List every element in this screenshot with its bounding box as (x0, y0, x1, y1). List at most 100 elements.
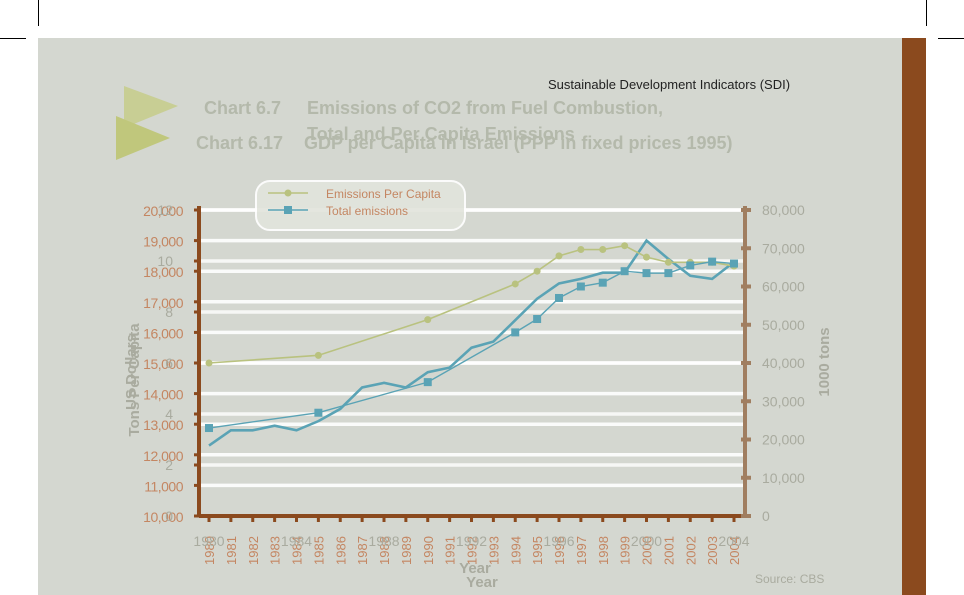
x-tick-label: 2000 (640, 536, 655, 565)
x-tick-label: 1996 (552, 536, 567, 565)
title-triangle-icon (116, 116, 170, 160)
x-tick-label: 1987 (355, 536, 370, 565)
y-tick-label: 16,000 (143, 325, 184, 341)
x-tick-label: 2004 (718, 533, 749, 549)
x-tick-label: 1998 (596, 536, 611, 565)
x-tick-label: 1983 (268, 536, 283, 565)
crop-mark (926, 0, 927, 26)
x-tick-label: 1993 (486, 536, 501, 565)
total-emissions-point (205, 424, 213, 433)
y-axis-title: Tons Per Capita (126, 323, 143, 437)
total-emissions-point (314, 408, 323, 417)
y-tick-label: 18,000 (143, 264, 184, 280)
y-tick-label-right: 50,000 (762, 317, 805, 333)
x-tick-label: 1995 (530, 536, 545, 565)
y-tick-label: 19,000 (143, 234, 184, 250)
x-tick-label: 1982 (246, 536, 261, 565)
emissions-per-capita-point (577, 246, 585, 254)
total-emissions-point (511, 328, 520, 337)
legend-swatch-point (284, 189, 292, 197)
back-chart-title-line1: Emissions of CO2 from Fuel Combustion, (307, 98, 664, 118)
front-chart-number: Chart 6.17 (196, 133, 284, 153)
x-tick-label: 1992 (465, 536, 480, 565)
y-tick-label: 20,000 (143, 203, 184, 219)
x-axis-title: Year (459, 560, 491, 577)
title-triangle-icon (124, 86, 178, 128)
crop-mark (0, 38, 26, 39)
y-tick-label: 6 (165, 355, 173, 371)
total-emissions-point (423, 378, 432, 387)
y-tick-label: 12 (157, 202, 173, 218)
total-emissions-point (533, 315, 542, 324)
x-tick-label: 2004 (727, 536, 742, 565)
emissions-per-capita-point (205, 359, 213, 367)
x-tick-label: 1994 (508, 536, 523, 565)
total-emissions-point (620, 267, 629, 276)
total-emissions-point (555, 293, 563, 302)
y-tick-label: 12,000 (143, 448, 184, 464)
total-emissions-point (642, 269, 651, 278)
y-tick-label: 15,000 (143, 356, 184, 372)
total-emissions-line (208, 260, 735, 429)
x-tick-label: 1991 (443, 536, 458, 565)
y-tick-label-right: 20,000 (762, 432, 805, 448)
y-tick-label: 10,000 (143, 509, 184, 525)
total-emissions-point (664, 269, 673, 278)
x-tick-label: 1985 (311, 536, 326, 565)
page-panel (38, 38, 902, 595)
y-tick-label-right: 40,000 (762, 355, 805, 371)
emissions-per-capita-point (511, 280, 519, 288)
crop-mark (938, 38, 964, 39)
y-tick-label-right: 0 (762, 508, 770, 524)
total-emissions-point (686, 261, 695, 270)
front-chart-title: GDP per Capita in Israel (PPP in fixed p… (304, 133, 733, 153)
legend-label: Emissions Per Capita (326, 187, 441, 201)
x-tick-label: 1980 (202, 536, 217, 565)
back-chart-title-line2: Total and Per Capita Emissions (307, 124, 575, 144)
back-chart-number: Chart 6.7 (204, 98, 282, 118)
side-color-bar (902, 38, 926, 595)
y-axis-title-right: 1000 tons (816, 327, 833, 396)
y-tick-label-right: 10,000 (762, 470, 805, 486)
x-tick-label: 2003 (705, 536, 720, 565)
total-emissions-point (576, 282, 585, 291)
y-tick-label: 13,000 (143, 417, 184, 433)
x-tick-label: 1989 (399, 536, 414, 565)
legend-label: Total emissions (326, 204, 408, 218)
legend-swatch-point (284, 206, 292, 214)
x-tick-label: 1981 (224, 536, 239, 565)
legend-box (255, 180, 466, 231)
x-tick-label: 1984 (290, 536, 305, 565)
crop-mark (38, 0, 39, 26)
x-tick-label: 1988 (368, 533, 399, 549)
source-note: Source: CBS (755, 572, 825, 586)
y-tick-label-right: 70,000 (762, 240, 805, 256)
emissions-per-capita-point (555, 252, 563, 260)
emissions-per-capita-point (314, 351, 322, 359)
y-tick-label: 8 (165, 304, 173, 320)
x-tick-label: 1986 (333, 536, 348, 565)
x-tick-label: 2000 (631, 533, 662, 549)
x-tick-label: 2002 (683, 536, 698, 565)
emissions-per-capita-point (664, 258, 672, 266)
x-axis-title: Year (466, 574, 498, 591)
y-axis-title: US Dollars (123, 334, 140, 410)
x-tick-label: 1990 (421, 536, 436, 565)
x-tick-label: 2001 (661, 536, 676, 565)
x-tick-label: 1999 (618, 536, 633, 565)
x-tick-label: 1997 (574, 536, 589, 565)
total-emissions-point (708, 257, 717, 266)
y-tick-label-right: 60,000 (762, 279, 805, 295)
header-label: Sustainable Development Indicators (SDI) (548, 77, 791, 92)
y-tick-label: 2 (165, 457, 173, 473)
x-tick-label: 1980 (193, 533, 224, 549)
emissions-per-capita-point (599, 246, 607, 254)
y-tick-label: 17,000 (143, 295, 184, 311)
y-tick-label-right: 30,000 (762, 393, 805, 409)
x-tick-label: 1988 (377, 536, 392, 565)
total-emissions-point (730, 259, 738, 268)
emissions-per-capita-point (424, 316, 432, 324)
gdp-per-capita-line (208, 238, 735, 447)
y-tick-label: 0 (165, 508, 173, 524)
